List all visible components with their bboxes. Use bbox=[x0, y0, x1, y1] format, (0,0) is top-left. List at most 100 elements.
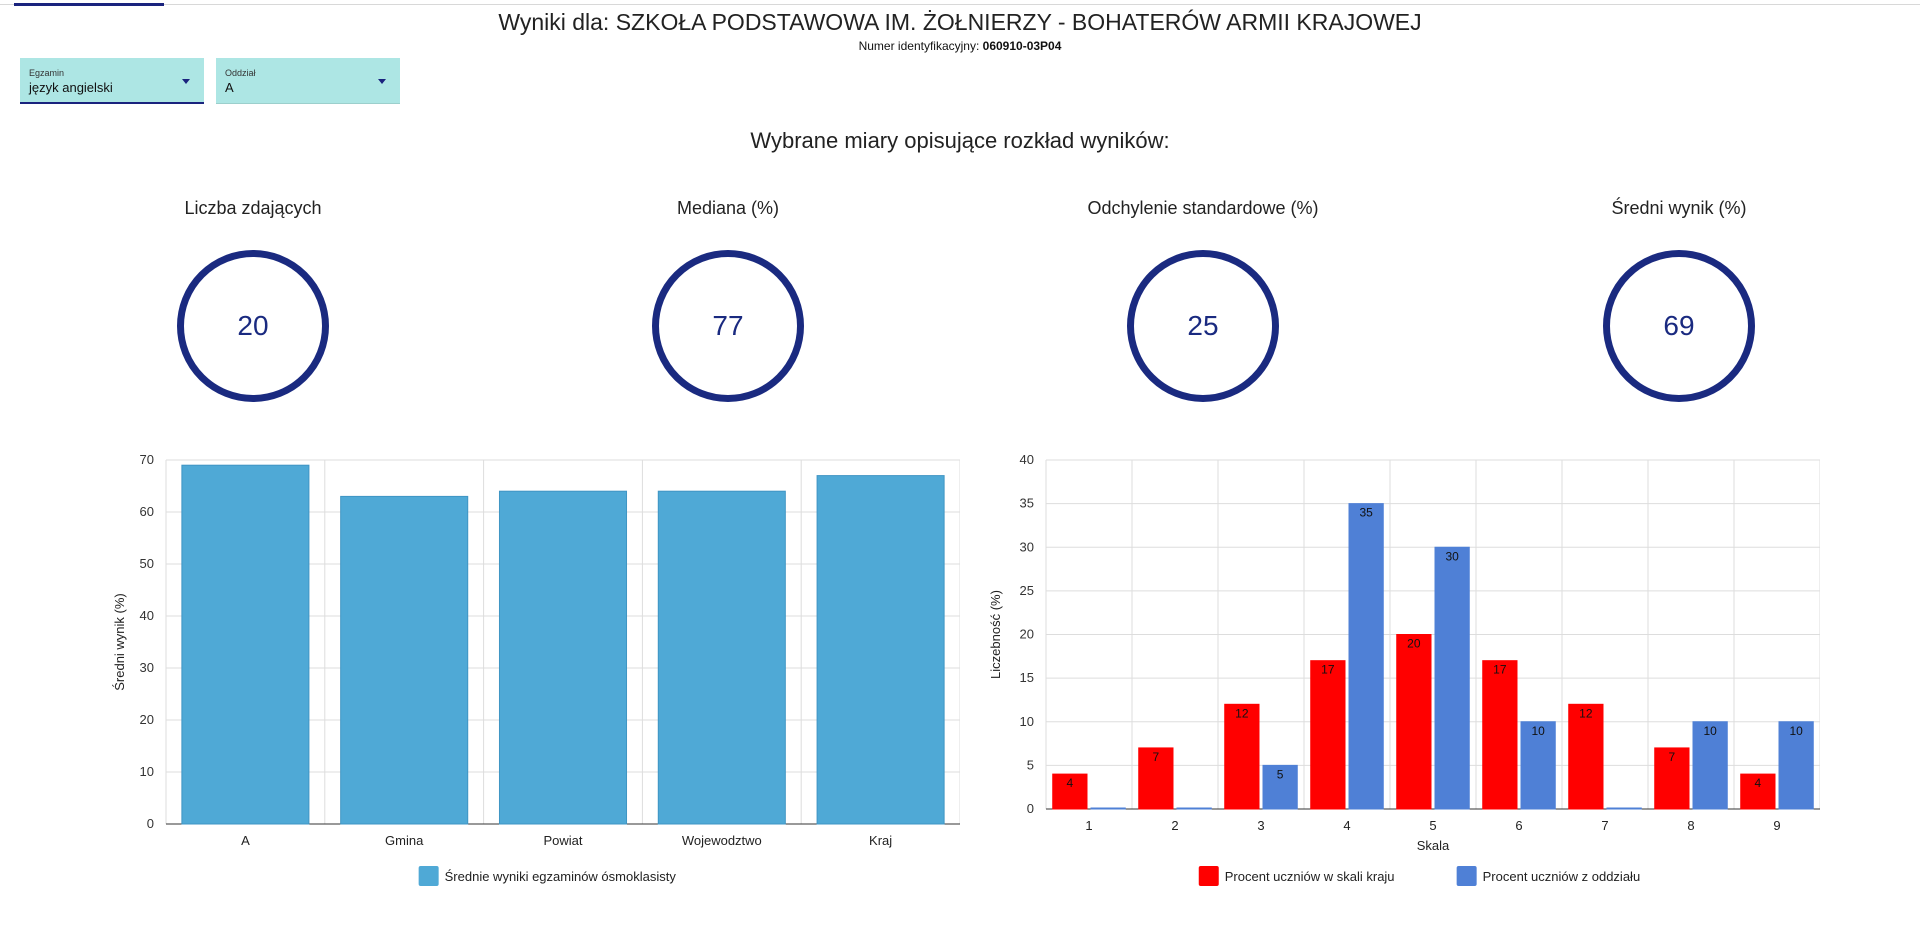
active-tab-indicator[interactable] bbox=[14, 3, 164, 6]
data-label: 17 bbox=[1493, 663, 1507, 677]
data-label: 7 bbox=[1669, 750, 1676, 764]
y-tick-label: 20 bbox=[140, 712, 154, 727]
x-tick-label: 2 bbox=[1171, 818, 1178, 833]
x-tick-label: Powiat bbox=[543, 833, 582, 848]
stat-median-value: 77 bbox=[712, 310, 744, 341]
stat-mean: Średni wynik (%) 69 bbox=[1549, 198, 1809, 402]
data-label: 12 bbox=[1579, 706, 1593, 720]
legend-label: Średnie wyniki egzaminów ósmoklasisty bbox=[445, 869, 677, 884]
exam-select-value: język angielski bbox=[29, 80, 113, 95]
legend-label: Procent uczniów w skali kraju bbox=[1225, 869, 1395, 884]
page-title: Wyniki dla: SZKOŁA PODSTAWOWA IM. ŻOŁNIE… bbox=[498, 9, 1422, 35]
data-label: 20 bbox=[1407, 637, 1421, 651]
y-tick-label: 25 bbox=[1020, 583, 1034, 598]
y-tick-label: 10 bbox=[1020, 714, 1034, 729]
identifier-value: 060910-03P04 bbox=[982, 39, 1062, 53]
class-select[interactable]: Oddział A bbox=[216, 58, 400, 104]
stat-mean-circle: 69 bbox=[1603, 250, 1755, 402]
x-axis-title: Skala bbox=[1417, 838, 1450, 853]
bar bbox=[1176, 807, 1212, 810]
y-tick-label: 40 bbox=[1020, 452, 1034, 467]
data-label: 35 bbox=[1359, 506, 1373, 520]
x-tick-label: Wojewodztwo bbox=[682, 833, 762, 848]
stat-median: Mediana (%) 77 bbox=[598, 198, 858, 402]
x-tick-label: 6 bbox=[1515, 818, 1522, 833]
stat-stddev-label: Odchylenie standardowe (%) bbox=[1087, 198, 1319, 218]
bar bbox=[1396, 634, 1432, 810]
bar bbox=[1568, 703, 1604, 810]
y-tick-label: 20 bbox=[1020, 627, 1034, 642]
legend-swatch bbox=[1198, 866, 1219, 886]
y-axis-title: Średni wynik (%) bbox=[112, 593, 127, 691]
average-results-chart: 0 10 20 30 40 50 60 70 A Gmina Powiat Wojewodztwo Kr… bbox=[112, 452, 960, 886]
x-tick-label: 1 bbox=[1085, 818, 1092, 833]
class-select-value: A bbox=[225, 80, 234, 95]
data-label: 5 bbox=[1277, 767, 1284, 781]
y-tick-label: 10 bbox=[140, 764, 154, 779]
legend-swatch bbox=[1456, 866, 1477, 886]
bar bbox=[1052, 773, 1088, 810]
x-tick-label: 5 bbox=[1429, 818, 1436, 833]
x-tick-label: 9 bbox=[1773, 818, 1780, 833]
identifier-label: Numer identyfikacyjny: bbox=[858, 39, 980, 53]
bar bbox=[657, 490, 786, 825]
bar bbox=[1138, 747, 1174, 810]
data-label: 4 bbox=[1067, 776, 1074, 790]
stat-stddev: Odchylenie standardowe (%) 25 bbox=[1073, 198, 1333, 402]
exam-select[interactable]: Egzamin język angielski bbox=[20, 58, 204, 104]
bar bbox=[1224, 703, 1260, 810]
data-label: 17 bbox=[1321, 663, 1335, 677]
stat-count: Liczba zdających 20 bbox=[123, 198, 383, 402]
stat-median-circle: 77 bbox=[652, 250, 804, 402]
bar bbox=[1740, 773, 1776, 810]
bar bbox=[1090, 807, 1126, 810]
y-tick-label: 30 bbox=[1020, 539, 1034, 554]
page-header: Wyniki dla: SZKOŁA PODSTAWOWA IM. ŻOŁNIE… bbox=[0, 9, 1920, 53]
x-tick-label: 3 bbox=[1257, 818, 1264, 833]
bar bbox=[1520, 721, 1556, 810]
bar bbox=[498, 490, 628, 825]
data-label: 12 bbox=[1235, 706, 1249, 720]
y-tick-label: 0 bbox=[147, 816, 154, 831]
identifier-line: Numer identyfikacyjny: 060910-03P04 bbox=[0, 39, 1920, 53]
data-label: 7 bbox=[1153, 750, 1160, 764]
legend-label: Procent uczniów z oddziału bbox=[1483, 869, 1641, 884]
chevron-down-icon bbox=[182, 79, 190, 84]
bar bbox=[1606, 807, 1642, 810]
stat-median-label: Mediana (%) bbox=[676, 198, 780, 218]
x-tick-label: 7 bbox=[1601, 818, 1608, 833]
stat-count-label: Liczba zdających bbox=[184, 198, 322, 218]
data-label: 10 bbox=[1703, 724, 1717, 738]
y-tick-label: 15 bbox=[1020, 670, 1034, 685]
bar bbox=[1654, 747, 1690, 810]
bar bbox=[340, 495, 469, 825]
data-label: 4 bbox=[1755, 776, 1762, 790]
x-tick-label: 4 bbox=[1343, 818, 1350, 833]
stat-count-value: 20 bbox=[237, 310, 269, 341]
y-tick-label: 60 bbox=[140, 504, 154, 519]
section-title: Wybrane miary opisujące rozkład wyników: bbox=[750, 128, 1170, 153]
bar bbox=[1778, 721, 1814, 810]
class-select-label: Oddział bbox=[225, 68, 256, 78]
bar bbox=[1348, 503, 1384, 810]
bar bbox=[1262, 764, 1298, 810]
x-tick-label: 8 bbox=[1687, 818, 1694, 833]
data-label: 30 bbox=[1445, 549, 1459, 563]
bar bbox=[1482, 660, 1518, 810]
x-tick-label: A bbox=[241, 833, 250, 848]
bar bbox=[1434, 546, 1470, 810]
top-divider bbox=[0, 4, 1920, 5]
y-tick-label: 30 bbox=[140, 660, 154, 675]
data-label: 10 bbox=[1531, 724, 1545, 738]
stat-stddev-circle: 25 bbox=[1127, 250, 1279, 402]
bar bbox=[181, 464, 310, 825]
exam-select-label: Egzamin bbox=[29, 68, 65, 78]
bar bbox=[1310, 660, 1346, 810]
stat-mean-label: Średni wynik (%) bbox=[1611, 198, 1747, 218]
y-axis-title: Liczebność (%) bbox=[988, 590, 1003, 679]
y-tick-label: 0 bbox=[1027, 801, 1034, 816]
x-tick-label: Gmina bbox=[385, 833, 424, 848]
bar bbox=[1692, 721, 1728, 810]
y-tick-label: 35 bbox=[1020, 496, 1034, 511]
y-tick-label: 5 bbox=[1027, 757, 1034, 772]
